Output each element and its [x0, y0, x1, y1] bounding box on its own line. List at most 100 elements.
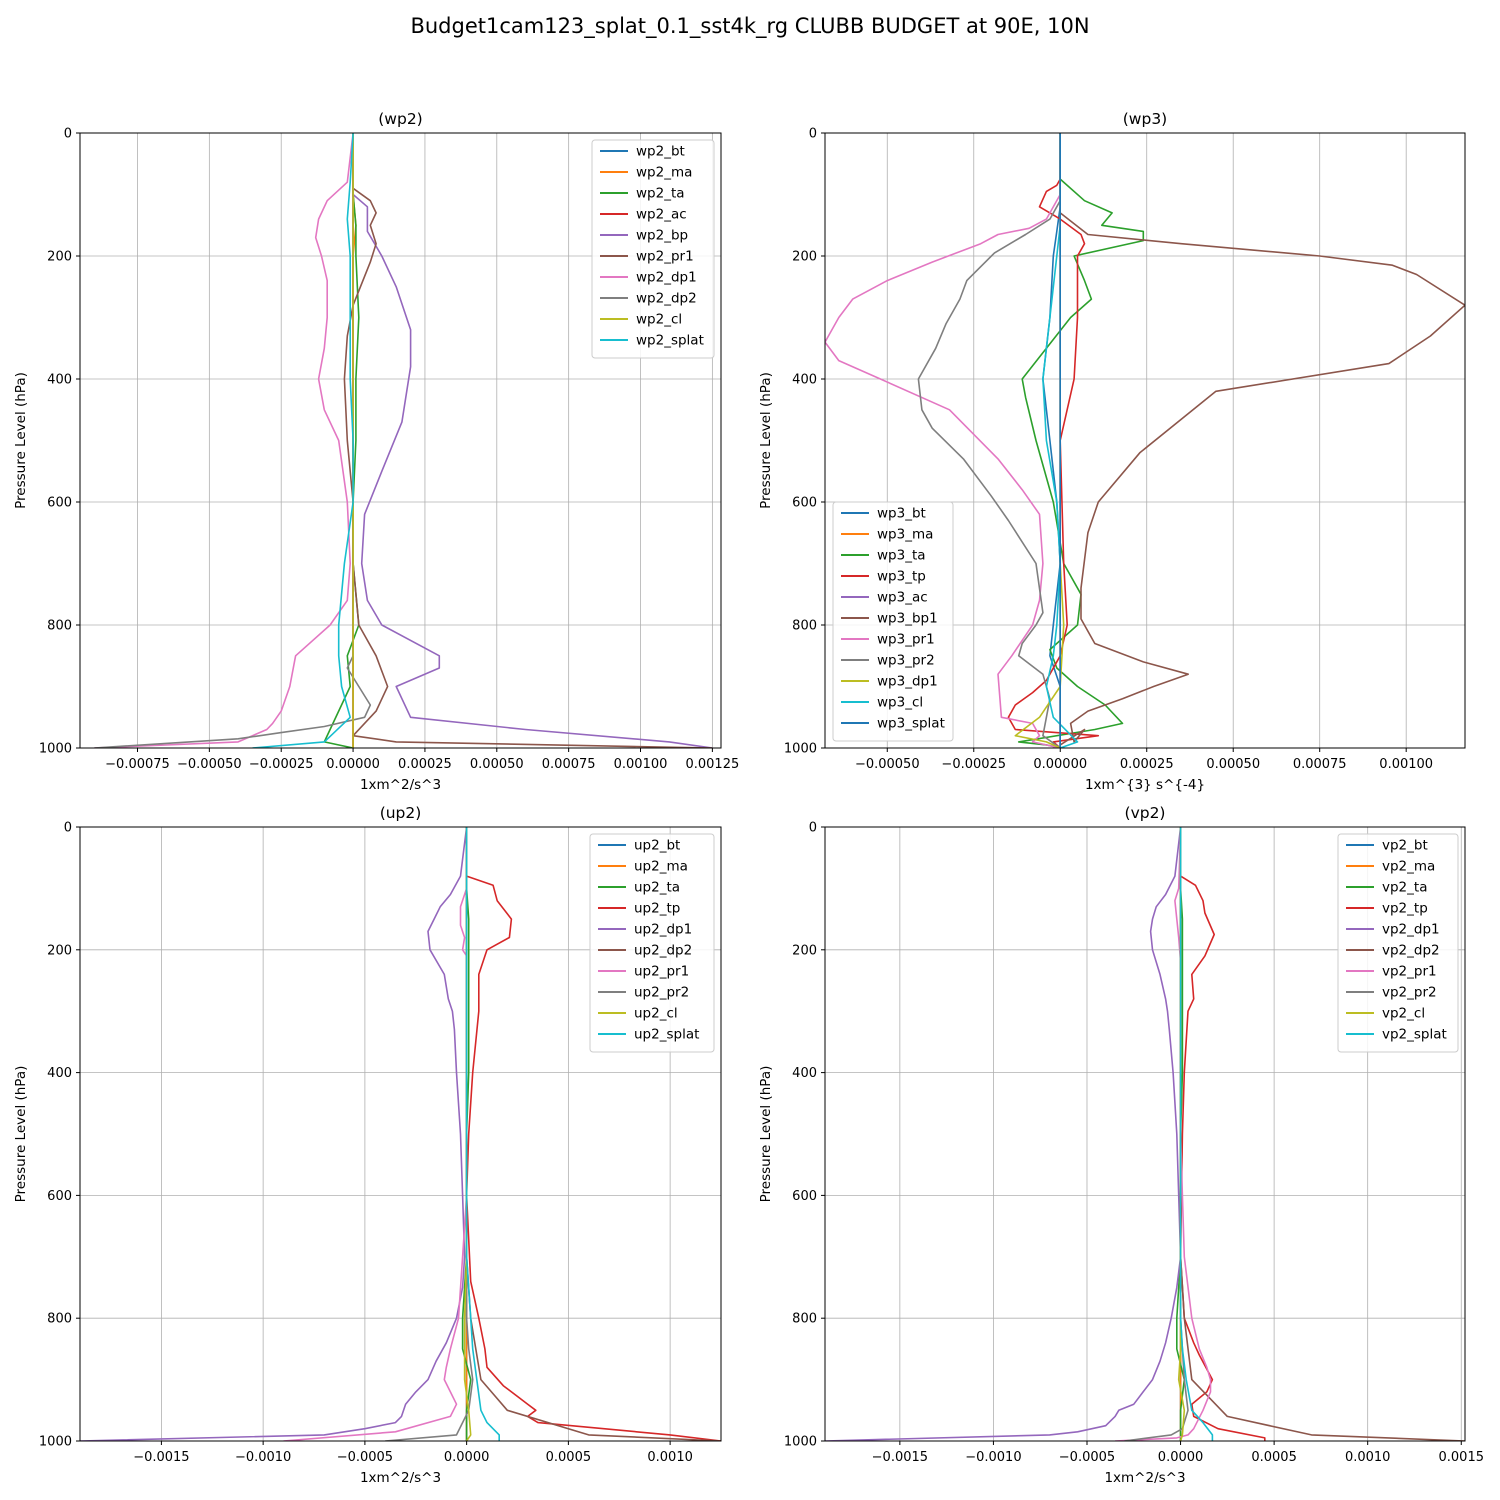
legend-label-vp2_dp1: vp2_dp1 — [1382, 922, 1440, 938]
legend-label-vp2_ma: vp2_ma — [1382, 859, 1435, 875]
chart-panel-0: −0.00075 −0.00050 −0.00025 0.00000 0.00025 0.… — [13, 110, 739, 793]
y-tick-label: 200 — [47, 250, 72, 265]
x-tick-label: −0.00025 — [249, 757, 314, 772]
legend-label-wp3_cl: wp3_cl — [877, 695, 923, 711]
legend-label-wp2_bp: wp2_bp — [636, 228, 688, 244]
legend-label-wp2_dp2: wp2_dp2 — [636, 291, 697, 307]
legend-label-wp3_ma: wp3_ma — [877, 527, 933, 543]
series-line-wp3_bp1 — [1059, 133, 1465, 748]
legend-label-wp3_dp1: wp3_dp1 — [877, 674, 938, 690]
x-tick-label: −0.0005 — [337, 1450, 393, 1465]
legend-label-vp2_pr2: vp2_pr2 — [1382, 985, 1437, 1001]
x-tick-label: 0.0010 — [1345, 1450, 1391, 1465]
y-tick-label: 800 — [47, 1312, 72, 1327]
y-axis-label: Pressure Level (hPa) — [758, 372, 774, 509]
y-tick-label: 1000 — [784, 1435, 817, 1450]
panel-title: (wp3) — [1123, 110, 1167, 128]
legend-label-wp2_ma: wp2_ma — [636, 165, 692, 181]
x-tick-label: 0.00075 — [1293, 757, 1347, 772]
series-line-up2_splat — [465, 827, 501, 1441]
series-line-vp2_dp1 — [825, 827, 1182, 1441]
y-tick-label: 0 — [809, 821, 817, 836]
x-tick-label: −0.0015 — [872, 1450, 928, 1465]
x-tick-label: 0.0000 — [444, 1450, 490, 1465]
series-line-vp2_splat — [1179, 827, 1214, 1441]
x-tick-label: 0.00050 — [470, 757, 524, 772]
legend-label-up2_ta: up2_ta — [634, 880, 680, 896]
y-tick-label: 600 — [792, 496, 817, 511]
legend-label-up2_cl: up2_cl — [634, 1006, 678, 1022]
x-axis-label: 1xm^2/s^3 — [360, 777, 441, 793]
x-tick-label: 0.00050 — [1206, 757, 1260, 772]
chart-panel-3: −0.0015 −0.0010 −0.0005 0.0000 0.0005 0.0010 0… — [758, 804, 1484, 1486]
legend-label-up2_pr1: up2_pr1 — [634, 964, 689, 980]
x-tick-label: 0.0010 — [647, 1450, 693, 1465]
y-tick-label: 0 — [64, 821, 72, 836]
figure-title: Budget1cam123_splat_0.1_sst4k_rg CLUBB B… — [410, 14, 1090, 38]
y-axis-label: Pressure Level (hPa) — [13, 372, 29, 509]
legend-label-vp2_pr1: vp2_pr1 — [1382, 964, 1437, 980]
y-tick-label: 600 — [47, 1189, 72, 1204]
legend: wp2_bt wp2_ma wp2_ta wp2_ac wp2_bp wp2_pr1 wp2… — [591, 139, 715, 359]
series-lines — [825, 133, 1465, 748]
y-tick-label: 200 — [47, 943, 72, 958]
x-tick-label: −0.0010 — [235, 1450, 291, 1465]
x-tick-label: 0.00025 — [1120, 757, 1174, 772]
legend-label-wp2_ac: wp2_ac — [636, 207, 687, 223]
legend-label-wp3_pr2: wp3_pr2 — [877, 653, 935, 669]
legend: up2_bt up2_ma up2_ta up2_tp up2_dp1 up2_dp2up… — [589, 833, 715, 1053]
legend-label-wp2_pr1: wp2_pr1 — [636, 249, 694, 265]
legend-label-vp2_ta: vp2_ta — [1382, 880, 1427, 896]
y-tick-label: 400 — [47, 373, 72, 388]
series-lines — [825, 827, 1465, 1441]
x-tick-label: 0.00075 — [542, 757, 596, 772]
series-lines — [80, 827, 721, 1441]
series-line-vp2_cl — [1177, 827, 1186, 1441]
y-tick-label: 400 — [47, 1066, 72, 1081]
series-line-vp2_pr1 — [1115, 827, 1212, 1441]
x-axis-label: 1xm^{3} s^{-4} — [1085, 777, 1205, 793]
x-tick-label: 0.00000 — [326, 757, 380, 772]
legend-box — [591, 139, 715, 359]
axes-frame — [79, 132, 722, 749]
panel-title: (wp2) — [378, 110, 422, 128]
chart-panel-1: −0.00050 −0.00025 0.00000 0.00025 0.00050 0.0… — [758, 110, 1466, 793]
x-tick-label: −0.00050 — [177, 757, 242, 772]
series-line-wp3_pr1 — [825, 133, 1061, 748]
y-tick-label: 1000 — [784, 742, 817, 757]
y-axis-label: Pressure Level (hPa) — [758, 1066, 774, 1203]
x-tick-label: −0.0005 — [1059, 1450, 1115, 1465]
y-tick-label: 800 — [47, 619, 72, 634]
y-tick-label: 400 — [792, 1066, 817, 1081]
legend-box — [589, 833, 715, 1053]
series-line-wp3_ta — [1017, 133, 1145, 748]
legend-label-up2_ma: up2_ma — [634, 859, 688, 875]
series-line-wp2_pr1 — [343, 133, 713, 748]
series-line-wp3_pr2 — [917, 133, 1061, 748]
legend-label-wp3_splat: wp3_splat — [877, 716, 945, 732]
y-tick-label: 400 — [792, 373, 817, 388]
legend-label-up2_bt: up2_bt — [634, 838, 680, 854]
legend-label-up2_dp1: up2_dp1 — [634, 922, 692, 938]
y-tick-label: 200 — [792, 250, 817, 265]
legend-label-wp2_splat: wp2_splat — [636, 333, 704, 349]
legend-label-wp3_bt: wp3_bt — [877, 506, 926, 522]
x-tick-label: 0.00025 — [398, 757, 452, 772]
axes-frame — [824, 132, 1466, 749]
legend: wp3_bt wp3_ma wp3_ta wp3_tp wp3_ac wp3_bp1 wp3… — [832, 501, 954, 742]
legend-label-vp2_dp2: vp2_dp2 — [1382, 943, 1440, 959]
series-line-up2_pr2 — [385, 827, 474, 1441]
legend-label-wp3_pr1: wp3_pr1 — [877, 632, 935, 648]
x-axis-label: 1xm^2/s^3 — [1104, 1470, 1185, 1486]
y-tick-label: 1000 — [39, 742, 72, 757]
legend-label-wp2_dp1: wp2_dp1 — [636, 270, 697, 286]
y-tick-label: 800 — [792, 619, 817, 634]
legend-label-wp2_cl: wp2_cl — [636, 312, 682, 328]
series-line-up2_cl — [463, 827, 472, 1441]
x-tick-label: 0.0005 — [546, 1450, 592, 1465]
legend-label-up2_tp: up2_tp — [634, 901, 680, 917]
legend-box — [1337, 833, 1459, 1053]
chart-panel-2: −0.0015 −0.0010 −0.0005 0.0000 0.0005 0.0010 0… — [13, 804, 722, 1486]
